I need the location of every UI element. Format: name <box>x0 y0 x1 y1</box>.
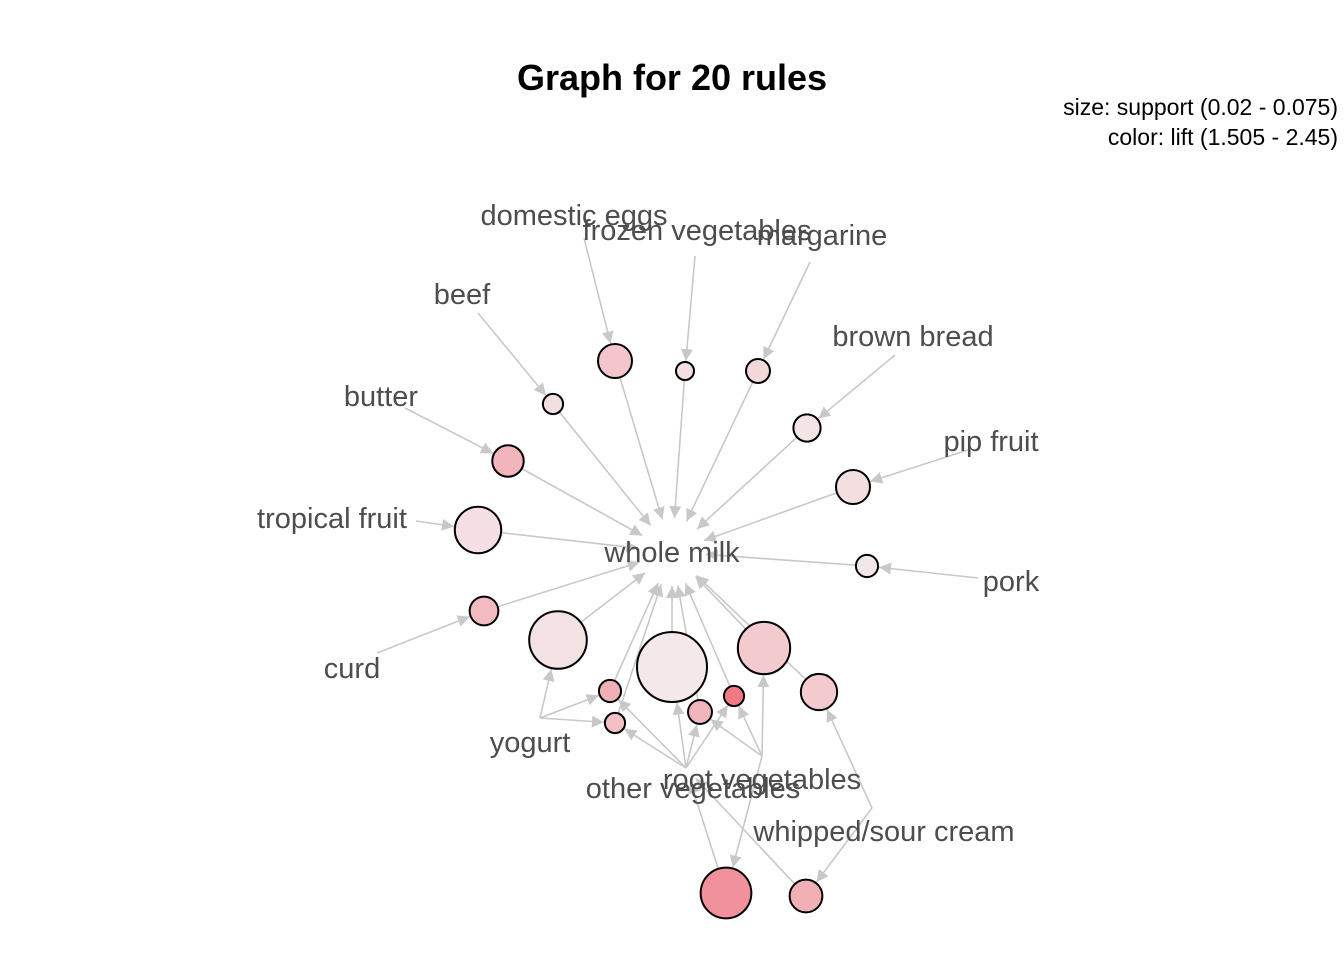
edge-lhs <box>878 562 979 579</box>
edge-rhs <box>684 582 731 688</box>
item-label-brown-bread: brown bread <box>832 321 993 353</box>
rule-node <box>603 711 627 735</box>
rule-node <box>788 878 824 914</box>
item-label-other-vegetables: other vegetables <box>586 773 800 805</box>
edge-rhs <box>688 781 720 870</box>
edge-lhs <box>762 261 811 360</box>
edge-lhs <box>376 615 471 654</box>
edge-lhs <box>685 704 729 769</box>
item-label-pork: pork <box>983 566 1040 598</box>
edge-lhs <box>539 668 555 719</box>
rule-nodes <box>453 343 880 920</box>
edge-lhs <box>539 694 600 719</box>
edge-rhs <box>703 491 838 543</box>
edge-rhs <box>694 777 796 885</box>
edge-rhs <box>558 411 652 527</box>
edge-lhs <box>477 312 547 396</box>
rule-node <box>792 413 822 443</box>
edge-rhs <box>669 379 686 519</box>
rule-node <box>528 610 588 670</box>
edge-rhs <box>500 531 639 553</box>
rule-node <box>541 392 565 416</box>
legend-size: size: support (0.02 - 0.075) <box>1063 94 1338 120</box>
edge-rhs <box>694 575 747 630</box>
rule-node <box>468 595 500 627</box>
item-label-butter: butter <box>344 381 418 413</box>
edge-lhs <box>685 724 700 769</box>
edge-lhs <box>583 237 614 344</box>
edge-lhs <box>539 715 604 728</box>
chart-title: Graph for 20 rules <box>517 57 827 98</box>
rule-node <box>854 553 880 579</box>
item-label-yogurt: yogurt <box>490 727 571 759</box>
rule-node <box>835 469 871 505</box>
edge-rhs <box>613 582 659 682</box>
rule-node <box>597 343 633 379</box>
edge-lhs <box>617 699 687 769</box>
item-label-whipped-sour-cream: whipped/sour cream <box>752 816 1014 848</box>
item-label-root-vegetables: root vegetables <box>663 764 861 796</box>
rule-node <box>722 684 746 708</box>
rule-node <box>736 620 792 676</box>
edge-lhs <box>815 807 873 883</box>
edge-lhs <box>415 518 455 531</box>
rule-node <box>636 631 708 703</box>
rule-node <box>799 672 839 712</box>
item-label-domestic-eggs: domestic eggs <box>481 200 668 232</box>
edge-lhs <box>757 675 770 757</box>
edge-rhs <box>696 436 798 530</box>
edge-rhs <box>685 381 754 522</box>
edge-lhs <box>623 728 687 769</box>
rule-node <box>687 699 713 725</box>
edge-rhs <box>705 549 857 567</box>
edges <box>376 237 979 885</box>
edge-lhs <box>826 709 873 809</box>
rule-node <box>597 678 623 704</box>
item-label-whole-milk: whole milk <box>603 537 740 569</box>
edge-lhs <box>737 705 763 757</box>
edge-rhs <box>521 467 643 537</box>
rule-node <box>491 444 525 478</box>
edge-lhs <box>672 702 687 769</box>
edge-lhs <box>710 718 763 757</box>
item-label-frozen-vegetables: frozen vegetables <box>583 215 812 247</box>
rule-node <box>745 358 771 384</box>
legend-color: color: lift (1.505 - 2.45) <box>1108 124 1338 150</box>
edge-lhs <box>869 449 969 484</box>
item-label-curd: curd <box>324 653 380 685</box>
item-label-margarine: margarine <box>757 220 888 252</box>
edge-rhs <box>617 584 664 714</box>
edge-rhs <box>619 377 665 520</box>
edge-rhs <box>580 572 646 624</box>
rule-node <box>675 361 695 381</box>
edge-lhs <box>817 354 896 420</box>
edge-lhs <box>680 255 696 362</box>
rule-node <box>453 505 503 555</box>
edge-lhs <box>729 755 763 868</box>
item-label-tropical-fruit: tropical fruit <box>257 503 407 535</box>
item-label-pip-fruit: pip fruit <box>943 426 1038 458</box>
edge-lhs <box>404 407 494 455</box>
edge-rhs <box>497 560 640 608</box>
rule-node <box>699 866 753 920</box>
item-label-beef: beef <box>434 279 491 311</box>
